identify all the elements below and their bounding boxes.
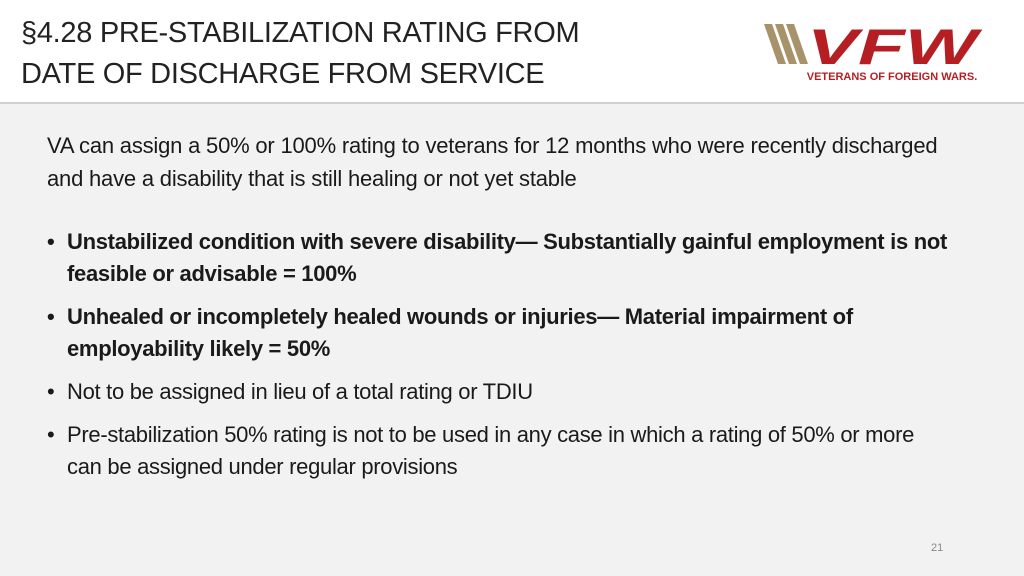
header: §4.28 PRE-STABILIZATION RATING FROM DATE… [0, 0, 1024, 104]
bullet: Unstabilized condition with severe disab… [47, 226, 947, 290]
logo-tagline: VETERANS OF FOREIGN WARS. [807, 71, 978, 83]
logo: VFW VETERANS OF FOREIGN WARS. [764, 19, 983, 83]
page-number: 21 [931, 542, 944, 554]
title-line: DATE OF DISCHARGE FROM SERVICE [21, 58, 545, 90]
bullet: Pre-stabilization 50% rating is not to b… [47, 419, 947, 483]
intro-text: VA can assign a 50% or 100% rating to ve… [47, 133, 938, 191]
bullet: Not to be assigned in lieu of a total ra… [47, 376, 947, 408]
logo-stripe [764, 24, 786, 64]
title-line: §4.28 PRE-STABILIZATION RATING FROM [21, 17, 580, 49]
logo-stripe [775, 24, 797, 64]
logo-mark: VFW [807, 19, 983, 75]
bullet-list: Unstabilized condition with severe disab… [47, 226, 947, 494]
bullet: Unhealed or incompletely healed wounds o… [47, 301, 947, 365]
logo-stripe [786, 24, 808, 64]
